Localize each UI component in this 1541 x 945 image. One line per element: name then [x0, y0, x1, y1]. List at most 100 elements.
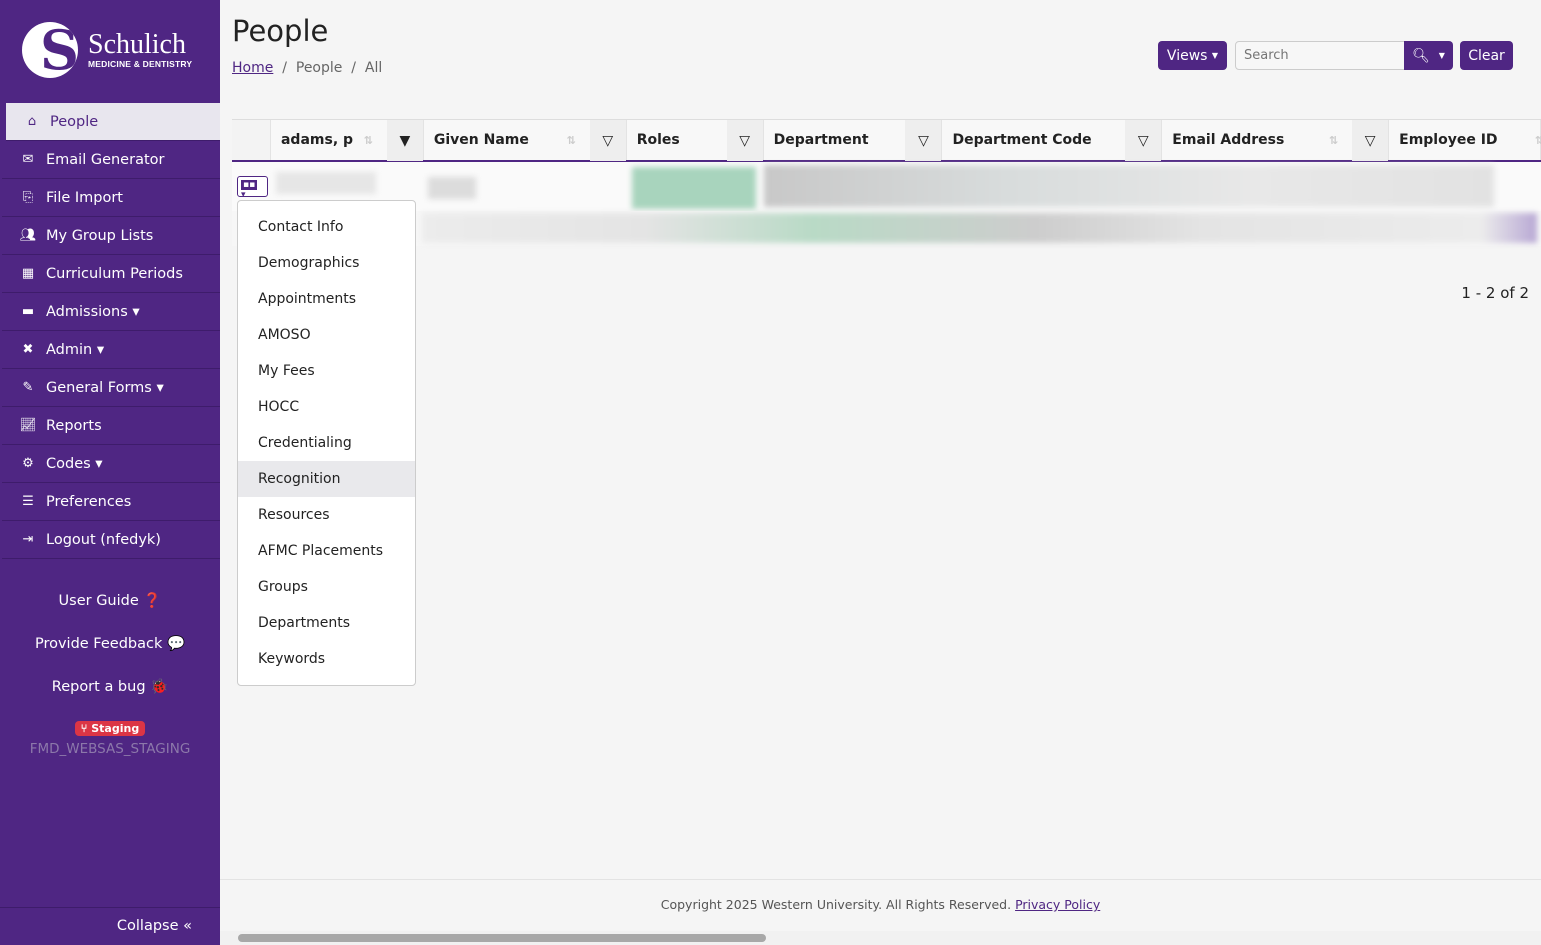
badge-label: Staging — [91, 722, 140, 735]
search-input[interactable] — [1235, 41, 1405, 70]
breadcrumb-people: People — [295, 60, 343, 76]
sidebar-item-logout-nfedyk[interactable]: ⇥ Logout (nfedyk) — [2, 521, 220, 559]
footer: Copyright 2025 Western University. All R… — [220, 879, 1541, 912]
sidebar-item-admin[interactable]: ✖ Admin ▾ — [2, 331, 220, 369]
menu-item[interactable]: Departments — [258, 615, 351, 631]
sidebar-item-label: File Import — [46, 189, 123, 206]
menu-item[interactable]: Resources — [258, 507, 330, 523]
table-header: adams, p ⇅ ▼ Given Name ⇅ ▽ Roles ▽ Department ▽ D… — [232, 119, 1541, 162]
brand-sub: MEDICINE & DENTISTRY — [88, 59, 193, 69]
sidebar-item-my-group-lists[interactable]: 👥︎ My Group Lists — [2, 217, 220, 255]
sort-icon[interactable]: ⇅ — [363, 133, 373, 147]
sidebar-item-reports[interactable]: 📈︎ Reports — [2, 407, 220, 445]
menu-item[interactable]: Contact Info — [258, 219, 344, 235]
sidebar-item-admissions[interactable]: ▬ Admissions ▾ — [2, 293, 220, 331]
home-user-icon: ⌂ — [27, 114, 37, 129]
menu-item[interactable]: Keywords — [258, 651, 326, 667]
sort-icon[interactable]: ⇅ — [566, 133, 576, 147]
sidebar-nav: ⌂ People ✉ Email Generator ⎘ File Import 👥︎ My … — [0, 103, 220, 559]
file-import-icon: ⎘ — [22, 190, 34, 205]
table-row[interactable] — [232, 211, 1541, 246]
breadcrumb: Home / People / All — [232, 60, 383, 76]
filter-icon[interactable]: ▽ — [589, 120, 626, 161]
menu-item[interactable]: Recognition — [238, 461, 415, 497]
sidebar-item-label: Codes ▾ — [46, 455, 103, 472]
sign-out-icon: ⇥ — [22, 532, 34, 547]
sidebar-item-label: Preferences — [46, 493, 132, 510]
column-label: Roles — [636, 132, 680, 148]
column-header[interactable]: Employee ID ⇅ — [1389, 120, 1541, 160]
menu-item[interactable]: HOCC — [258, 399, 300, 415]
filter-icon[interactable]: ▽ — [1352, 120, 1389, 161]
redacted-cell — [276, 172, 376, 194]
bug-label: Report a bug — [51, 679, 146, 695]
page-title: People — [232, 14, 329, 48]
menu-item[interactable]: Demographics — [258, 255, 360, 271]
envelope-icon: ✉ — [22, 152, 34, 167]
report-bug-link[interactable]: Report a bug 🐞 — [0, 678, 220, 695]
form-icon: ✎ — [22, 380, 34, 395]
redacted-cell — [632, 167, 756, 209]
row-actions-button[interactable]: ▪▪ ▾ — [237, 176, 268, 200]
sidebar-item-preferences[interactable]: ☰ Preferences — [2, 483, 220, 521]
menu-item[interactable]: Appointments — [258, 291, 357, 307]
column-header[interactable]: Department Code ▽ — [942, 120, 1163, 161]
clear-button[interactable]: Clear — [1460, 41, 1513, 70]
sidebar-item-general-forms[interactable]: ✎ General Forms ▾ — [2, 369, 220, 407]
filter-icon[interactable]: ▽ — [726, 120, 763, 161]
column-label: Department — [773, 132, 869, 148]
question-circle-icon: ❓ — [143, 593, 162, 609]
horizontal-scrollbar[interactable] — [220, 931, 1541, 945]
search-button[interactable]: 🔍︎ ▼ — [1404, 41, 1453, 70]
sidebar-item-label: Admissions ▾ — [46, 303, 140, 320]
staging-badge: ⑂ Staging — [74, 721, 146, 736]
breadcrumb-home[interactable]: Home — [232, 60, 274, 76]
copyright: Copyright 2025 Western University. All R… — [660, 897, 1012, 912]
sidebar-item-label: Reports — [46, 417, 102, 434]
filter-icon[interactable]: ▼ — [386, 120, 423, 161]
column-header[interactable]: Department ▽ — [764, 120, 943, 161]
brand-name: Schulich — [88, 29, 186, 60]
sort-icon[interactable]: ⇅ — [1328, 133, 1339, 147]
views-label: Views — [1166, 47, 1208, 64]
sidebar-item-file-import[interactable]: ⎘ File Import — [2, 179, 220, 217]
column-label: adams, p — [280, 132, 354, 148]
column-header[interactable]: Given Name ⇅ ▽ — [424, 120, 627, 161]
sidebar-item-label: Admin ▾ — [46, 341, 105, 358]
column-label: Email Address — [1172, 132, 1285, 148]
menu-item[interactable]: My Fees — [258, 363, 315, 379]
sidebar-item-label: My Group Lists — [46, 227, 154, 244]
column-header[interactable]: Email Address ⇅ ▽ — [1162, 120, 1390, 161]
sidebar-item-curriculum-periods[interactable]: ▦ Curriculum Periods — [2, 255, 220, 293]
collapse-button[interactable]: Collapse « — [0, 907, 220, 945]
sliders-icon: ☰ — [22, 494, 34, 509]
sort-icon[interactable]: ⇅ — [1534, 133, 1541, 147]
id-card-icon: ▪▪ — [241, 180, 258, 190]
cogs-icon: ⚙ — [22, 456, 34, 471]
views-button[interactable]: Views ▼ — [1158, 41, 1227, 70]
sidebar-item-label: Curriculum Periods — [46, 265, 183, 282]
comment-icon: 💬 — [166, 636, 186, 652]
feedback-link[interactable]: Provide Feedback 💬 — [0, 635, 220, 652]
select-column-header — [232, 120, 271, 160]
user-guide-link[interactable]: User Guide ❓ — [0, 592, 220, 609]
scrollbar-thumb[interactable] — [238, 934, 766, 942]
menu-item[interactable]: Groups — [258, 579, 308, 595]
filter-icon[interactable]: ▽ — [905, 120, 942, 161]
sidebar-item-codes[interactable]: ⚙ Codes ▾ — [2, 445, 220, 483]
schulich-logo[interactable]: S Schulich MEDICINE & DENTISTRY — [22, 22, 192, 78]
sidebar-item-people[interactable]: ⌂ People — [6, 103, 220, 141]
column-header[interactable]: adams, p ⇅ ▼ — [271, 120, 424, 161]
privacy-policy-link[interactable]: Privacy Policy — [1015, 897, 1101, 912]
calendar-icon: ▦ — [21, 266, 35, 281]
menu-item[interactable]: Credentialing — [258, 435, 352, 451]
filter-icon[interactable]: ▽ — [1125, 120, 1162, 161]
sidebar: S Schulich MEDICINE & DENTISTRY ⌂ People ✉ E… — [0, 0, 220, 945]
menu-item[interactable]: AFMC Placements — [258, 543, 384, 559]
users-icon: 👥︎ — [19, 228, 37, 243]
sidebar-item-email-generator[interactable]: ✉ Email Generator — [2, 141, 220, 179]
menu-item[interactable]: AMOSO — [258, 327, 311, 343]
sidebar-item-label: General Forms ▾ — [46, 379, 164, 396]
table-row[interactable]: ▪▪ ▾ — [232, 162, 1541, 211]
column-header[interactable]: Roles ▽ — [627, 120, 764, 161]
